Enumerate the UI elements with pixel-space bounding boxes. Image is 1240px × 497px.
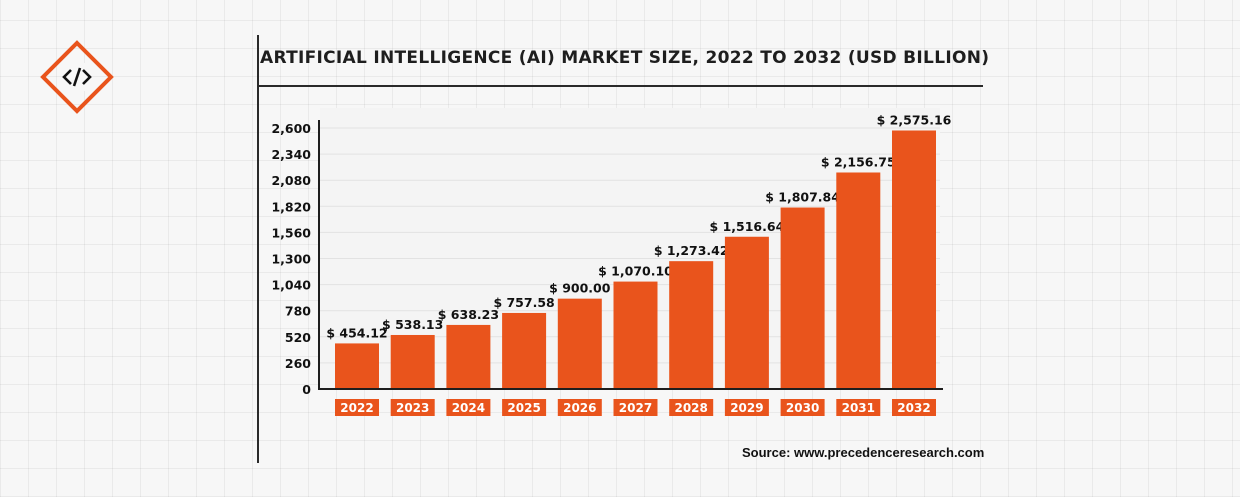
data-label: $ 2,575.16	[877, 112, 952, 127]
x-tick-label: 2022	[340, 401, 373, 415]
x-tick-label: 2027	[619, 401, 652, 415]
logo-code-icon	[40, 40, 114, 114]
x-tick-badge	[892, 399, 936, 416]
bar	[724, 236, 769, 389]
x-tick-label: 2024	[452, 401, 485, 415]
data-label: $ 538.13	[382, 317, 443, 332]
data-label: $ 900.00	[549, 281, 611, 296]
y-tick-label: 1,560	[271, 225, 311, 240]
data-label: $ 454.12	[326, 325, 387, 340]
x-tick-label: 2032	[897, 401, 930, 415]
y-tick-label: 2,080	[271, 173, 311, 188]
y-tick-label: 1,300	[271, 252, 311, 267]
bar	[613, 281, 658, 389]
chart-title: ARTIFICIAL INTELLIGENCE (AI) MARKET SIZE…	[260, 48, 990, 68]
y-tick-label: 780	[285, 304, 311, 319]
y-tick-label: 2,340	[271, 147, 311, 162]
x-tick-badge	[780, 399, 825, 416]
y-tick-label: 520	[285, 330, 311, 345]
x-tick-badge	[557, 399, 602, 416]
title-divider	[257, 85, 983, 87]
data-label: $ 1,070.10	[598, 264, 673, 279]
x-tick-badge	[836, 399, 881, 416]
bar	[446, 324, 491, 389]
x-tick-label: 2030	[786, 401, 819, 415]
data-label: $ 1,807.84	[765, 190, 840, 205]
frame-vertical-line	[257, 35, 259, 463]
x-tick-badge	[390, 399, 435, 416]
y-tick-label: 0	[302, 382, 311, 397]
y-tick-label: 1,040	[271, 278, 311, 293]
x-tick-label: 2029	[730, 401, 763, 415]
source-note: Source: www.precedenceresearch.com	[742, 445, 985, 460]
x-tick-label: 2031	[842, 401, 875, 415]
x-tick-badge	[446, 399, 491, 416]
y-tick-label: 2,600	[271, 121, 311, 136]
data-label: $ 1,273.42	[654, 243, 729, 258]
x-tick-label: 2028	[674, 401, 707, 415]
bar	[557, 298, 602, 389]
y-tick-label: 260	[285, 356, 311, 371]
bar	[502, 312, 547, 389]
bar	[780, 207, 825, 389]
bar	[892, 130, 936, 389]
data-label: $ 757.58	[493, 295, 554, 310]
x-tick-label: 2025	[507, 401, 540, 415]
data-label: $ 638.23	[438, 307, 499, 322]
x-tick-badge	[502, 399, 547, 416]
x-tick-badge	[724, 399, 769, 416]
x-tick-label: 2026	[563, 401, 596, 415]
bar	[335, 343, 379, 389]
x-tick-badge	[613, 399, 658, 416]
bar	[669, 261, 714, 389]
data-label: $ 1,516.64	[710, 219, 785, 234]
data-label: $ 2,156.75	[821, 154, 896, 169]
y-tick-label: 1,820	[271, 199, 311, 214]
x-tick-badge	[335, 399, 379, 416]
bar	[390, 334, 435, 389]
x-tick-label: 2023	[396, 401, 429, 415]
x-tick-badge	[669, 399, 714, 416]
bar	[836, 172, 881, 389]
